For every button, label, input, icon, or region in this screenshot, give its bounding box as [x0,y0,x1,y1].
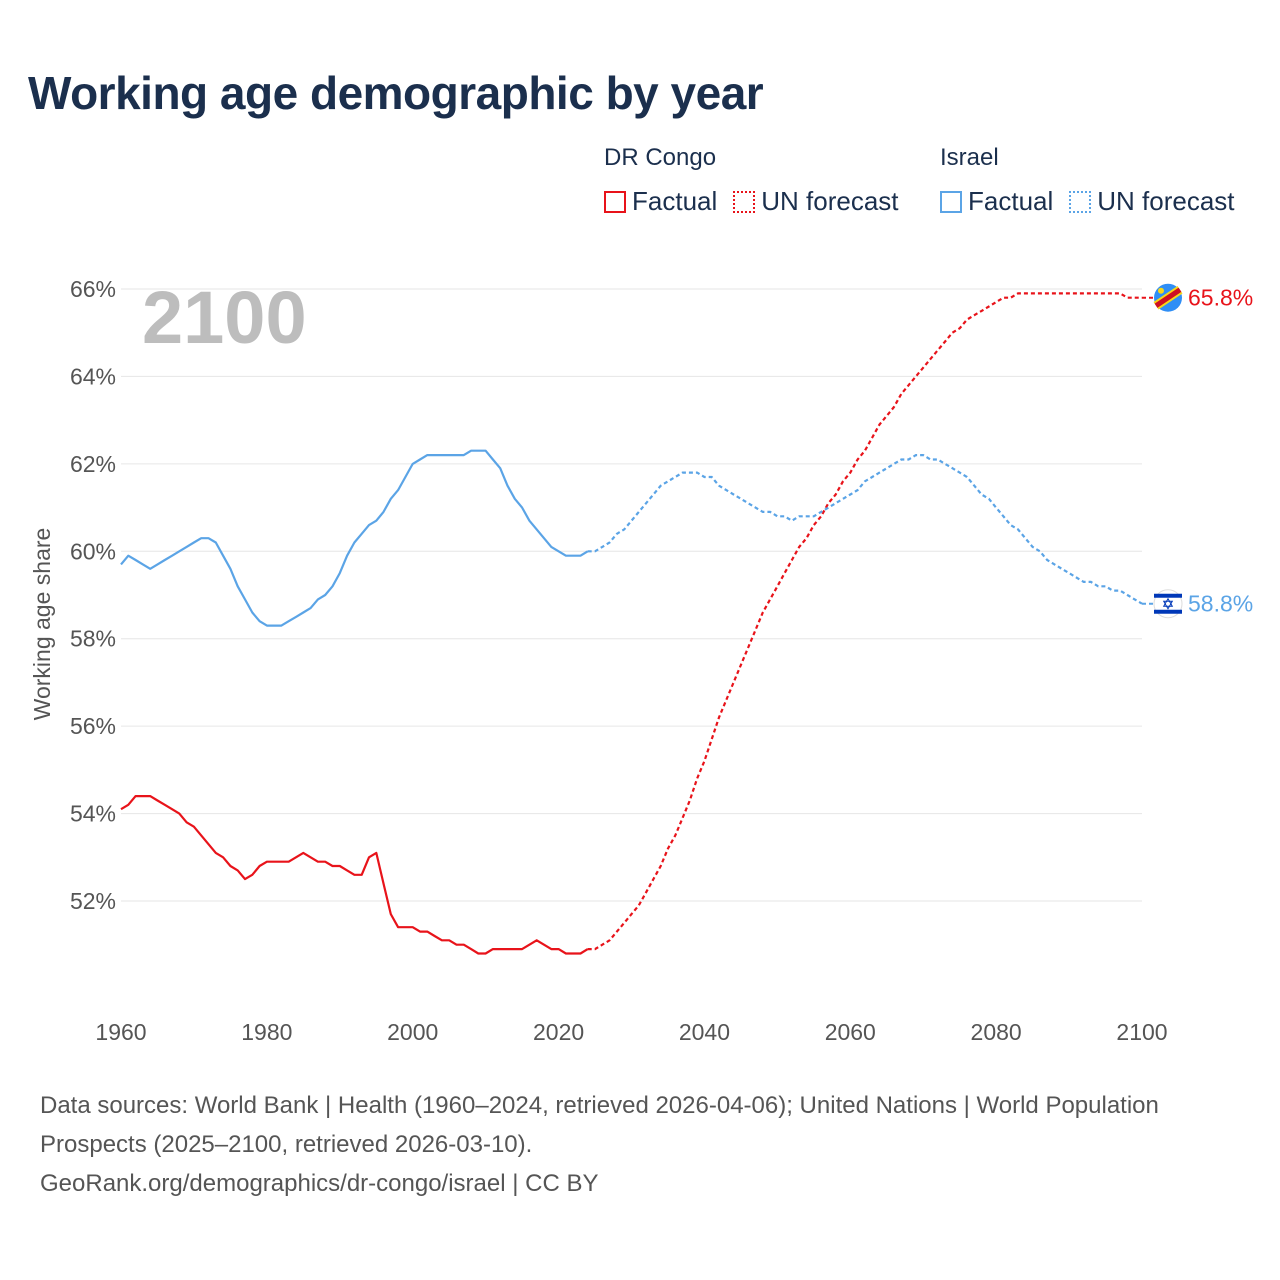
y-tick-label: 62% [70,451,116,477]
legend-group-title: DR Congo [604,144,717,171]
x-tick-label: 2060 [825,1019,876,1045]
year-watermark: 2100 [142,276,307,359]
legend-label: UN forecast [1097,186,1235,216]
y-axis: 52% 54% 56% 58% 60% 62% 64% 66% [70,276,116,914]
solid-swatch-icon [604,190,626,213]
x-tick-label: 1980 [241,1019,292,1045]
legend-label: UN forecast [761,186,899,216]
dr-congo-forecast-line [587,292,1142,951]
legend-label: Factual [632,186,718,216]
legend-congo-factual[interactable]: Factual [604,186,717,217]
y-tick-label: 56% [70,713,116,739]
x-tick-label: 2040 [679,1019,730,1045]
x-tick-label: 2100 [1116,1019,1167,1045]
dr-congo-flag-icon [1153,283,1183,312]
israel-factual-line [120,449,589,627]
y-axis-label: Working age share [29,528,55,721]
israel-forecast-line [587,454,1143,605]
flag-stripe-red [1154,287,1182,308]
line-chart: 2100 52% 54% 56% 58% 60% 62% 64% 66% 1960 1980 20… [29,276,1253,1045]
y-tick-label: 52% [70,888,116,914]
dr-congo-end-label: 65.8% [1188,285,1253,311]
footer: Data sources: World Bank | Health (1960–… [40,1086,1240,1203]
israel-flag-icon [1153,589,1183,619]
legend-israel-forecast[interactable]: UN forecast [1069,186,1235,217]
legend-congo-forecast[interactable]: UN forecast [733,186,899,217]
y-tick-label: 60% [70,538,116,564]
data-sources: Data sources: World Bank | Health (1960–… [40,1092,1159,1158]
dotted-swatch-icon [733,190,756,213]
x-tick-label: 2080 [971,1019,1022,1045]
x-tick-label: 2020 [533,1019,584,1045]
legend-group-title: Israel [940,144,999,171]
x-tick-label: 2000 [387,1019,438,1045]
flag-stripe-top [1154,593,1182,598]
x-tick-label: 1960 [95,1019,146,1045]
flag-star [1158,287,1164,294]
solid-swatch-icon [940,190,962,213]
y-tick-label: 54% [70,801,116,827]
chart-title: Working age demographic by year [28,67,764,119]
legend-israel-factual[interactable]: Factual [940,186,1053,217]
israel-end-label: 58.8% [1188,591,1253,617]
source-link[interactable]: GeoRank.org/demographics/dr-congo/israel… [40,1170,599,1197]
legend-group-dr-congo: DR Congo Factual UN forecast [604,144,915,217]
dotted-swatch-icon [1069,190,1092,213]
y-tick-label: 64% [70,363,116,389]
flag-star-down [1162,600,1174,610]
dr-congo-factual-line [120,794,589,955]
legend-label: Factual [968,186,1054,216]
legend-group-israel: Israel Factual UN forecast [940,144,1251,217]
gridlines [121,288,1142,902]
y-tick-label: 58% [70,626,116,652]
series-lines [120,292,1143,955]
flag-stripe-bottom [1154,609,1182,614]
y-tick-label: 66% [70,276,116,302]
x-axis: 1960 1980 2000 2020 2040 2060 2080 2100 [95,1019,1167,1045]
flag-star-up [1162,597,1174,607]
end-markers: 65.8% 58.8% [1142,283,1253,619]
